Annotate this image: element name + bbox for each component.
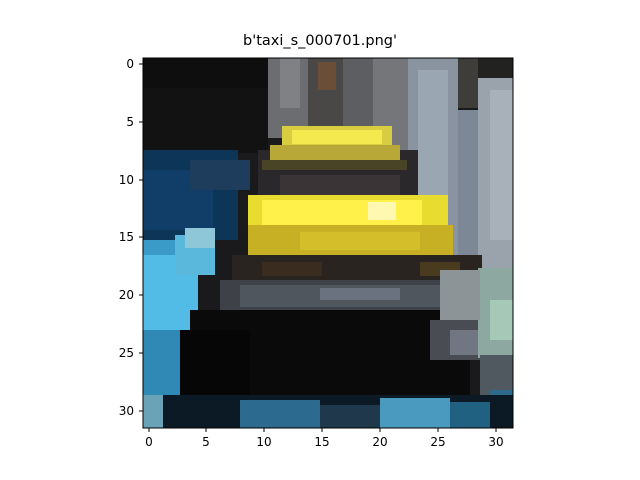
x-tick-label: 5 bbox=[202, 435, 210, 449]
x-axis: 0 5 10 15 20 25 30 bbox=[145, 428, 504, 449]
x-tick-label: 10 bbox=[256, 435, 271, 449]
y-tick-label: 15 bbox=[119, 230, 134, 244]
y-tick-label: 30 bbox=[119, 404, 134, 418]
x-tick-label: 0 bbox=[145, 435, 153, 449]
x-tick-label: 30 bbox=[488, 435, 503, 449]
y-axis: 0 5 10 15 20 25 30 bbox=[119, 57, 143, 418]
y-tick-label: 25 bbox=[119, 346, 134, 360]
y-tick-label: 0 bbox=[126, 57, 134, 71]
y-tick-label: 10 bbox=[119, 173, 134, 187]
x-tick-label: 25 bbox=[430, 435, 445, 449]
x-tick-label: 15 bbox=[314, 435, 329, 449]
y-tick-label: 20 bbox=[119, 288, 134, 302]
x-tick-label: 20 bbox=[372, 435, 387, 449]
y-tick-label: 5 bbox=[126, 115, 134, 129]
plot-title: b'taxi_s_000701.png' bbox=[243, 33, 397, 49]
pixelated-taxi-image bbox=[143, 58, 513, 428]
axes-frame bbox=[142, 57, 514, 429]
